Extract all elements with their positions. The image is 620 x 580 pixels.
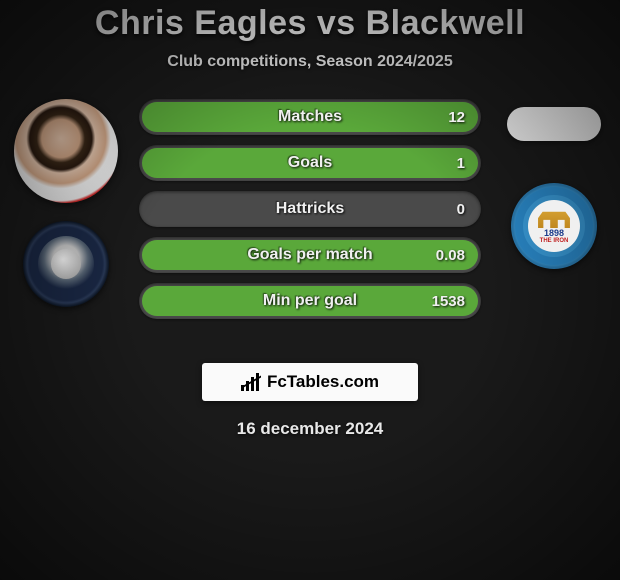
player2-club-badge: 1898 THE IRON xyxy=(511,183,597,269)
stat-row: Goals per match 0.08 xyxy=(139,237,481,273)
badge-inner: 1898 THE IRON xyxy=(528,200,580,252)
page-title: Chris Eagles vs Blackwell xyxy=(0,4,620,43)
stat-label: Goals per match xyxy=(247,246,372,264)
stat-value-left: 1538 xyxy=(432,293,465,310)
brand-name: FcTables.com xyxy=(267,372,379,392)
stats-area: 1898 THE IRON Matches 12 Goals 1 Hattricks 0 G… xyxy=(0,99,620,349)
stat-value-left: 0 xyxy=(457,201,465,218)
date-line: 16 december 2024 xyxy=(0,419,620,439)
badge-year: 1898 xyxy=(544,229,564,238)
player1-photo xyxy=(14,99,118,203)
stat-value-left: 0.08 xyxy=(436,247,465,264)
player2-photo-placeholder xyxy=(507,107,601,141)
right-player-column: 1898 THE IRON xyxy=(494,99,614,339)
stat-row: Goals 1 xyxy=(139,145,481,181)
stat-value-left: 12 xyxy=(448,109,465,126)
player1-club-badge xyxy=(23,221,109,307)
brand-logo-box: FcTables.com xyxy=(202,363,418,401)
comparison-card: Chris Eagles vs Blackwell Club competiti… xyxy=(0,0,620,580)
chart-icon xyxy=(241,373,261,391)
badge-motto: THE IRON xyxy=(540,238,569,244)
subtitle: Club competitions, Season 2024/2025 xyxy=(0,53,620,71)
left-player-column xyxy=(6,99,126,339)
stat-row: Hattricks 0 xyxy=(139,191,481,227)
bridge-icon xyxy=(535,210,573,228)
stat-row: Min per goal 1538 xyxy=(139,283,481,319)
stat-label: Min per goal xyxy=(263,292,357,310)
stat-label: Hattricks xyxy=(276,200,344,218)
stat-value-left: 1 xyxy=(457,155,465,172)
owl-icon xyxy=(38,236,94,292)
stat-label: Goals xyxy=(288,154,332,172)
stat-row: Matches 12 xyxy=(139,99,481,135)
stat-label: Matches xyxy=(278,108,342,126)
